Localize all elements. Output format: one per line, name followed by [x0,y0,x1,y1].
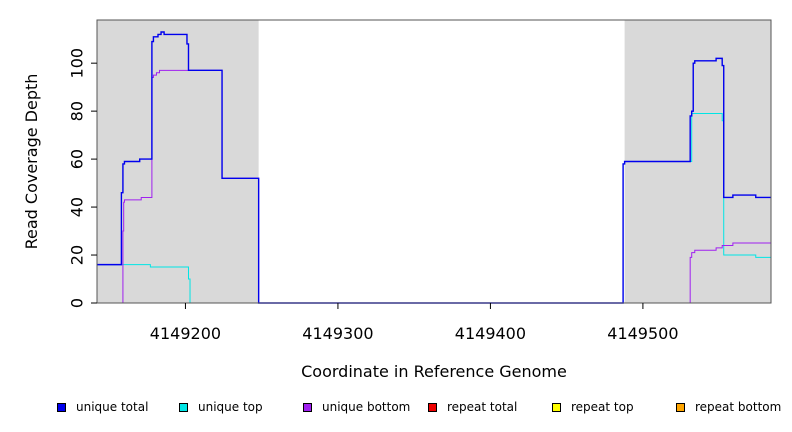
legend-item-unique-top: unique top [179,400,263,414]
shaded-regions [97,20,771,303]
y-tick-label: 0 [68,298,87,308]
legend-label: repeat top [571,400,634,414]
x-tick-label: 4149400 [455,324,526,343]
legend-item-repeat-total: repeat total [428,400,517,414]
x-tick-label: 4149300 [302,324,373,343]
x-axis: 4149200 4149300 4149400 4149500 [150,303,679,343]
legend-swatch [428,402,437,412]
legend-swatch [303,402,312,412]
y-axis: 0 20 40 60 80 100 [68,48,97,308]
x-axis-title: Coordinate in Reference Genome [301,362,567,381]
legend-item-repeat-top: repeat top [552,400,634,414]
legend-item-unique-bottom: unique bottom [303,400,410,414]
legend-label: unique total [76,400,149,414]
y-tick-label: 80 [68,101,87,121]
legend-label: repeat bottom [695,400,782,414]
series-line-unique-total [97,31,771,304]
plot-frame [96,19,772,304]
legend-item-repeat-bottom: repeat bottom [676,400,781,414]
legend-label: unique top [198,400,263,414]
coverage-chart: 4149200 4149300 4149400 4149500 0 20 40 60 80 10… [22,19,772,381]
x-tick-label: 4149200 [150,324,221,343]
y-tick-label: 40 [68,197,87,217]
x-tick-label: 4149500 [607,324,678,343]
legend-swatch [552,402,561,412]
legend-swatch [179,402,188,412]
y-tick-label: 100 [68,48,87,79]
legend: unique total unique top unique bottom repea… [0,400,792,418]
legend-item-unique-total: unique total [57,400,148,414]
y-tick-label: 20 [68,245,87,265]
legend-label: unique bottom [322,400,411,414]
legend-swatch [57,402,66,412]
y-tick-label: 60 [68,149,87,169]
legend-label: repeat total [447,400,518,414]
legend-swatch [676,402,685,412]
y-axis-title: Read Coverage Depth [22,74,41,250]
